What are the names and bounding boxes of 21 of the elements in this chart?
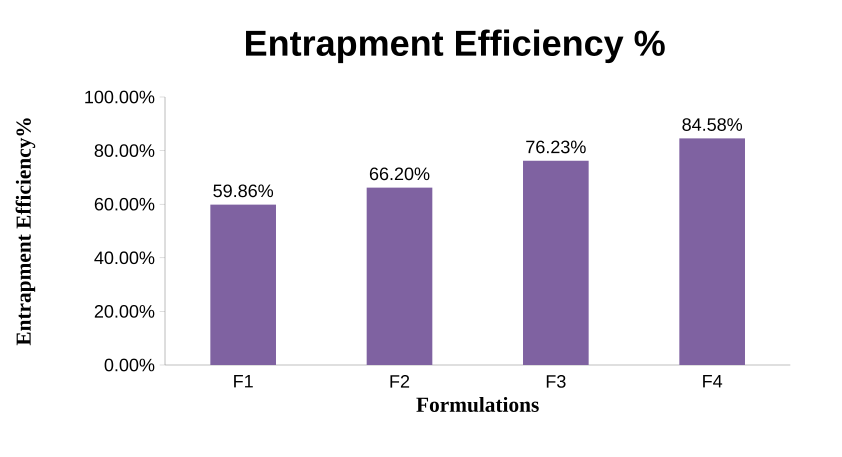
x-tick-label: F3 <box>546 375 566 388</box>
y-tick-label: 40.00% <box>94 251 154 264</box>
bar <box>523 160 589 365</box>
y-tick-label: 60.00% <box>94 198 154 211</box>
y-tick-label: 0.00% <box>104 358 154 372</box>
y-axis-title: Entrapment Efficiency% <box>16 118 36 346</box>
data-label: 59.86% <box>213 184 274 198</box>
bar <box>679 138 745 365</box>
data-label: 66.20% <box>370 167 430 180</box>
x-axis-title: Formulations <box>416 396 539 412</box>
data-label: 84.58% <box>682 118 742 131</box>
chart-title: Entrapment Efficiency % <box>246 30 665 64</box>
bar <box>366 188 432 365</box>
y-tick-label: 80.00% <box>94 144 154 157</box>
y-tick-label: 20.00% <box>94 305 154 318</box>
bar <box>210 204 276 365</box>
y-tick-label: 100.00% <box>85 90 154 104</box>
data-label: 76.23% <box>526 140 586 154</box>
x-tick-label: F4 <box>703 375 722 388</box>
x-tick-label: F1 <box>234 375 253 388</box>
x-tick-label: F2 <box>390 375 410 388</box>
